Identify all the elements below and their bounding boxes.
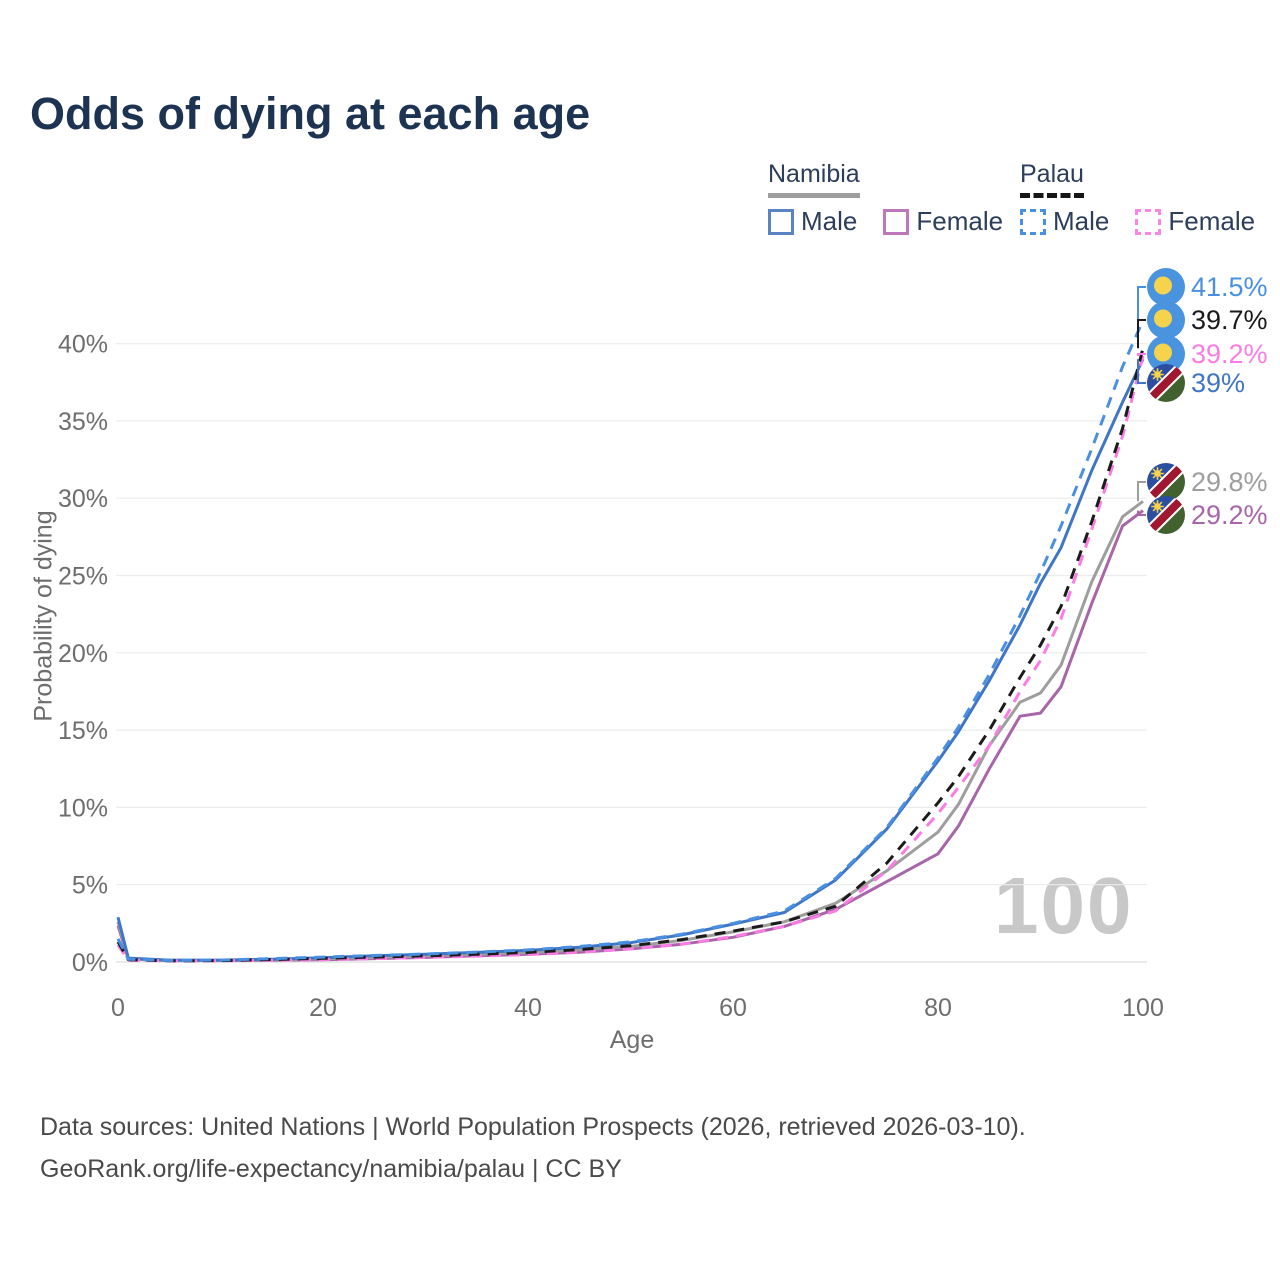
end-label-connector (1137, 359, 1146, 384)
legend-item-namibia-female[interactable]: Female (883, 206, 1003, 237)
end-value: 29.2% (1191, 499, 1268, 530)
series-line-palau-male[interactable] (116, 319, 1145, 962)
legend-country-namibia[interactable]: Namibia (768, 160, 860, 198)
namibia-flag-icon (1147, 496, 1185, 534)
x-tick-label: 100 (1122, 994, 1164, 1022)
end-label-namibia-both[interactable]: 29.8% (1147, 463, 1268, 501)
legend-label: Female (916, 206, 1004, 236)
palau-female-swatch-icon (1135, 208, 1162, 235)
legend-country-palau[interactable]: Palau (1020, 160, 1084, 198)
end-label-connector (1137, 353, 1146, 356)
y-tick-label: 0% (72, 949, 108, 977)
legend-label: Female (1168, 206, 1256, 236)
x-tick-label: 80 (924, 994, 952, 1022)
end-value: 39.7% (1191, 304, 1268, 335)
palau-flag-icon (1147, 301, 1185, 339)
end-label-connector (1137, 286, 1146, 321)
namibia-flag-icon (1147, 364, 1185, 402)
x-tick-label: 60 (719, 994, 747, 1022)
namibia-female-swatch-icon (883, 208, 910, 235)
footer-line-1: Data sources: United Nations | World Pop… (40, 1113, 1026, 1141)
end-label-namibia-male[interactable]: 39% (1147, 364, 1245, 402)
end-value: 41.5% (1191, 271, 1268, 302)
y-tick-label: 30% (58, 485, 108, 513)
y-axis-title: Probability of dying (29, 510, 58, 722)
x-tick-label: 20 (309, 994, 337, 1022)
x-axis-title: Age (609, 1026, 655, 1054)
series-line-palau-female[interactable] (116, 355, 1145, 963)
y-tick-label: 5% (72, 872, 108, 900)
legend-item-palau-male[interactable]: Male (1020, 206, 1109, 237)
x-tick-label: 40 (514, 994, 542, 1022)
legend-item-namibia-male[interactable]: Male (768, 206, 857, 237)
legend-group-palau: Palau Male Female (1020, 160, 1255, 237)
chart-title: Odds of dying at each age (30, 88, 591, 139)
y-tick-label: 15% (58, 717, 108, 745)
y-tick-label: 20% (58, 640, 108, 668)
end-label-connector (1137, 319, 1146, 349)
x-tick-label: 0 (111, 994, 125, 1022)
y-tick-label: 10% (58, 794, 108, 822)
palau-male-swatch-icon (1020, 208, 1046, 235)
end-label-connector (1137, 510, 1146, 516)
y-tick-label: 40% (58, 331, 108, 359)
end-label-palau-male[interactable]: 41.5% (1147, 268, 1268, 306)
series-line-namibia-female[interactable] (116, 509, 1144, 963)
legend-label: Male (1053, 206, 1110, 236)
series-line-namibia-male[interactable] (116, 358, 1145, 962)
namibia-male-swatch-icon (768, 208, 794, 235)
end-label-palau-both[interactable]: 39.7% (1147, 301, 1268, 339)
series-line-namibia-both[interactable] (116, 500, 1144, 962)
end-value: 39% (1191, 367, 1246, 398)
y-tick-label: 25% (58, 563, 108, 591)
data-source-footer: Data sources: United Nations | World Pop… (40, 1106, 1026, 1190)
footer-line-2: GeoRank.org/life-expectancy/namibia/pala… (40, 1155, 622, 1183)
legend-label: Male (801, 206, 858, 236)
age-watermark: 100 (994, 861, 1134, 950)
series-line-palau-both[interactable] (116, 347, 1145, 963)
legend-group-namibia: Namibia Male Female (768, 160, 1003, 237)
y-tick-label: 35% (58, 408, 108, 436)
legend-item-palau-female[interactable]: Female (1135, 206, 1255, 237)
end-value: 29.8% (1191, 466, 1268, 497)
end-label-namibia-female[interactable]: 29.2% (1147, 496, 1268, 534)
end-label-connector (1137, 481, 1146, 502)
end-value: 39.2% (1191, 338, 1268, 369)
end-label-palau-female[interactable]: 39.2% (1147, 335, 1268, 373)
